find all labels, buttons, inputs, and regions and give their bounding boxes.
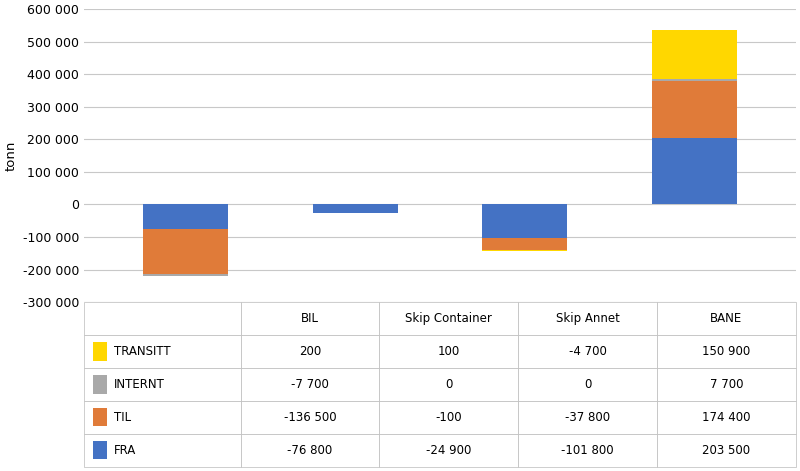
Bar bbox=[143, 274, 228, 276]
Text: BIL: BIL bbox=[301, 312, 319, 325]
Bar bbox=[84, 434, 241, 467]
Bar bbox=[241, 401, 379, 434]
Text: -76 800: -76 800 bbox=[287, 444, 333, 457]
Bar bbox=[518, 401, 657, 434]
Text: 150 900: 150 900 bbox=[702, 345, 750, 358]
Bar bbox=[93, 408, 106, 426]
Bar bbox=[518, 368, 657, 401]
Bar bbox=[652, 30, 737, 79]
Bar bbox=[482, 237, 567, 250]
Bar bbox=[379, 401, 518, 434]
Bar bbox=[657, 302, 796, 335]
Bar bbox=[379, 434, 518, 467]
Text: -24 900: -24 900 bbox=[426, 444, 471, 457]
Text: INTERNT: INTERNT bbox=[114, 378, 165, 391]
Bar bbox=[241, 335, 379, 368]
Text: 174 400: 174 400 bbox=[702, 411, 750, 424]
Bar bbox=[482, 204, 567, 237]
Text: 203 500: 203 500 bbox=[702, 444, 750, 457]
Text: 0: 0 bbox=[584, 378, 591, 391]
Text: BANE: BANE bbox=[710, 312, 742, 325]
Bar bbox=[379, 368, 518, 401]
Bar bbox=[93, 375, 106, 393]
Bar bbox=[84, 368, 241, 401]
Bar bbox=[657, 368, 796, 401]
Text: TIL: TIL bbox=[114, 411, 131, 424]
Bar bbox=[93, 342, 106, 361]
Text: -101 800: -101 800 bbox=[562, 444, 614, 457]
Bar bbox=[84, 401, 241, 434]
Text: Skip Container: Skip Container bbox=[406, 312, 492, 325]
Bar bbox=[482, 250, 567, 252]
Text: TRANSITT: TRANSITT bbox=[114, 345, 170, 358]
Text: FRA: FRA bbox=[114, 444, 136, 457]
Text: -4 700: -4 700 bbox=[569, 345, 606, 358]
Bar bbox=[241, 302, 379, 335]
Text: -7 700: -7 700 bbox=[291, 378, 329, 391]
Bar bbox=[652, 81, 737, 138]
Bar bbox=[518, 302, 657, 335]
Bar bbox=[657, 434, 796, 467]
Bar bbox=[93, 441, 106, 459]
Bar bbox=[657, 401, 796, 434]
Text: -100: -100 bbox=[435, 411, 462, 424]
Text: 0: 0 bbox=[445, 378, 453, 391]
Bar bbox=[84, 335, 241, 368]
Bar bbox=[84, 302, 241, 335]
Bar bbox=[241, 434, 379, 467]
Bar bbox=[518, 434, 657, 467]
Bar bbox=[652, 138, 737, 204]
Bar bbox=[652, 79, 737, 81]
Bar bbox=[657, 335, 796, 368]
Text: -37 800: -37 800 bbox=[565, 411, 610, 424]
Bar bbox=[379, 335, 518, 368]
Text: -136 500: -136 500 bbox=[284, 411, 336, 424]
Bar bbox=[518, 335, 657, 368]
Text: 7 700: 7 700 bbox=[710, 378, 743, 391]
Bar bbox=[313, 204, 398, 212]
Bar bbox=[241, 368, 379, 401]
Text: Skip Annet: Skip Annet bbox=[556, 312, 619, 325]
Text: 200: 200 bbox=[299, 345, 321, 358]
Y-axis label: tonn: tonn bbox=[4, 140, 17, 171]
Text: 100: 100 bbox=[438, 345, 460, 358]
Bar bbox=[143, 229, 228, 274]
Bar bbox=[143, 204, 228, 229]
Bar bbox=[379, 302, 518, 335]
